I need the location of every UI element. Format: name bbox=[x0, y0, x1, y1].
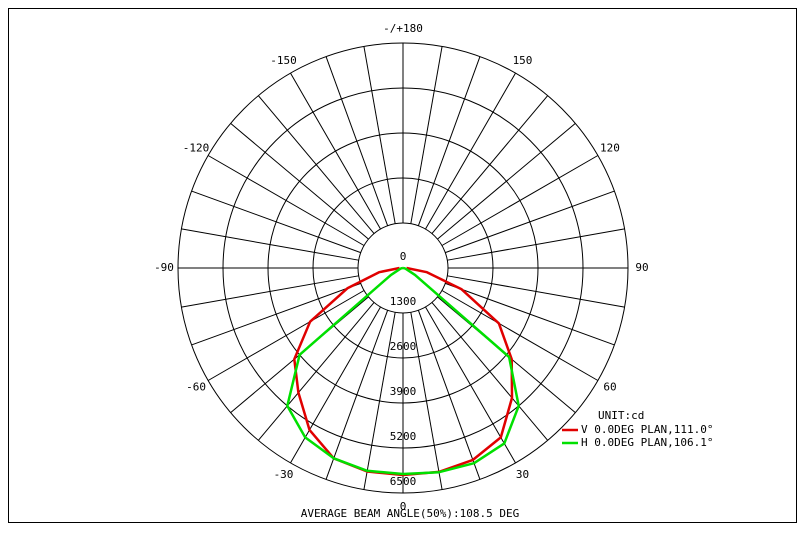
angle-tick-label: 90 bbox=[635, 261, 648, 274]
angle-tick-label: -90 bbox=[154, 261, 174, 274]
ring bbox=[267, 132, 539, 404]
r-tick-label: 2600 bbox=[390, 340, 417, 353]
angle-tick-label: -120 bbox=[183, 142, 210, 155]
angle-tick-label: -150 bbox=[270, 54, 297, 67]
legend-label: V 0.0DEG PLAN,111.0° bbox=[581, 423, 713, 436]
r-tick-label: 0 bbox=[400, 250, 407, 263]
ring bbox=[177, 42, 629, 494]
polar-curve bbox=[286, 266, 520, 476]
ring bbox=[312, 177, 494, 359]
angle-tick-label: -30 bbox=[274, 468, 294, 481]
r-tick-label: 3900 bbox=[390, 385, 417, 398]
r-tick-label: 5200 bbox=[390, 430, 417, 443]
angle-tick-label: 150 bbox=[513, 54, 533, 67]
angle-tick-label: 120 bbox=[600, 142, 620, 155]
angle-tick-label: -/+180 bbox=[383, 22, 423, 35]
angle-tick-label: 0 bbox=[400, 500, 407, 513]
legend-label: H 0.0DEG PLAN,106.1° bbox=[581, 436, 713, 449]
ring bbox=[222, 87, 584, 449]
angle-tick-label: -60 bbox=[186, 381, 206, 394]
angle-tick-label: 60 bbox=[603, 381, 616, 394]
angle-tick-label: 30 bbox=[516, 468, 529, 481]
r-tick-label: 1300 bbox=[390, 295, 417, 308]
r-tick-label: 6500 bbox=[390, 475, 417, 488]
caption: AVERAGE BEAM ANGLE(50%):108.5 DEG bbox=[301, 507, 520, 520]
unit-label: UNIT:cd bbox=[598, 409, 644, 422]
